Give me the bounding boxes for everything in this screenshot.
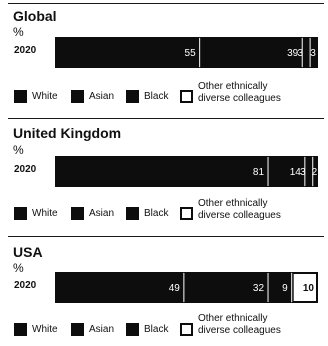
data-label-other: 10 [303,283,315,294]
legend-swatch-asian [71,323,84,336]
legend-swatch-white [14,90,27,103]
section-divider [8,3,324,4]
segment-other [291,272,319,303]
legend-label-black: Black [144,208,169,219]
legend-swatch-black [126,207,139,220]
section-divider [8,236,324,237]
legend-swatch-other [180,90,193,103]
legend: White Asian Black Other ethnically diver… [0,313,328,346]
data-label-asian: 32 [253,283,265,294]
segment-black [302,37,311,68]
legend-label-white: White [32,324,58,335]
data-label-white: 49 [169,283,181,294]
data-label-white: 81 [253,167,265,178]
year-label: 2020 [14,45,37,56]
segment-black [268,272,292,303]
legend-label-other-line2: diverse colleagues [198,93,281,104]
stacked-bar-chart: 55 39 3 3 [55,37,318,68]
legend-label-black: Black [144,91,169,102]
legend-swatch-black [126,323,139,336]
stacked-bar-chart: 49 32 9 10 [55,272,319,303]
data-label-black: 3 [297,48,303,59]
legend-label-asian: Asian [89,208,115,219]
segment-black [304,156,313,187]
data-label-white: 55 [185,48,197,59]
legend-label-asian: Asian [89,91,115,102]
segment-asian [268,156,305,187]
segment-other [312,156,318,187]
data-label-black: 9 [282,283,288,294]
chart-title: United Kingdom [13,125,122,141]
legend-swatch-white [14,323,27,336]
legend-label-white: White [32,208,58,219]
segment-asian [199,37,303,68]
data-label-asian: 14 [290,167,302,178]
unit-label: % [13,25,24,39]
legend-label-other-line2: diverse colleagues [198,325,281,336]
year-label: 2020 [14,164,37,175]
legend-label-black: Black [144,324,169,335]
stacked-bar-chart: 81 14 3 2 [55,156,318,187]
legend-swatch-other [180,323,193,336]
segment-other [310,37,318,68]
data-label-asian: 39 [287,48,299,59]
legend-label-other-line1: Other ethnically [198,313,268,324]
legend-label-other-line1: Other ethnically [198,81,268,92]
year-label: 2020 [14,280,37,291]
legend-swatch-other [180,207,193,220]
legend-label-asian: Asian [89,324,115,335]
data-label-black: 3 [300,167,306,178]
legend-swatch-white [14,207,27,220]
unit-label: % [13,143,24,157]
data-label-other: 3 [310,48,316,59]
legend: White Asian Black Other ethnically diver… [0,198,328,230]
section-divider [8,118,324,119]
segment-white [55,156,269,187]
legend-swatch-black [126,90,139,103]
segment-white [55,37,200,68]
chart-title: Global [13,8,57,24]
legend-label-other-line1: Other ethnically [198,198,268,209]
segment-white [55,272,184,303]
chart-title: USA [13,244,43,260]
data-label-other: 2 [312,167,318,178]
unit-label: % [13,261,24,275]
legend-label-other-line2: diverse colleagues [198,210,281,221]
legend: White Asian Black Other ethnically diver… [0,81,328,112]
legend-label-white: White [32,91,58,102]
segment-asian [183,272,269,303]
legend-swatch-asian [71,207,84,220]
legend-swatch-asian [71,90,84,103]
